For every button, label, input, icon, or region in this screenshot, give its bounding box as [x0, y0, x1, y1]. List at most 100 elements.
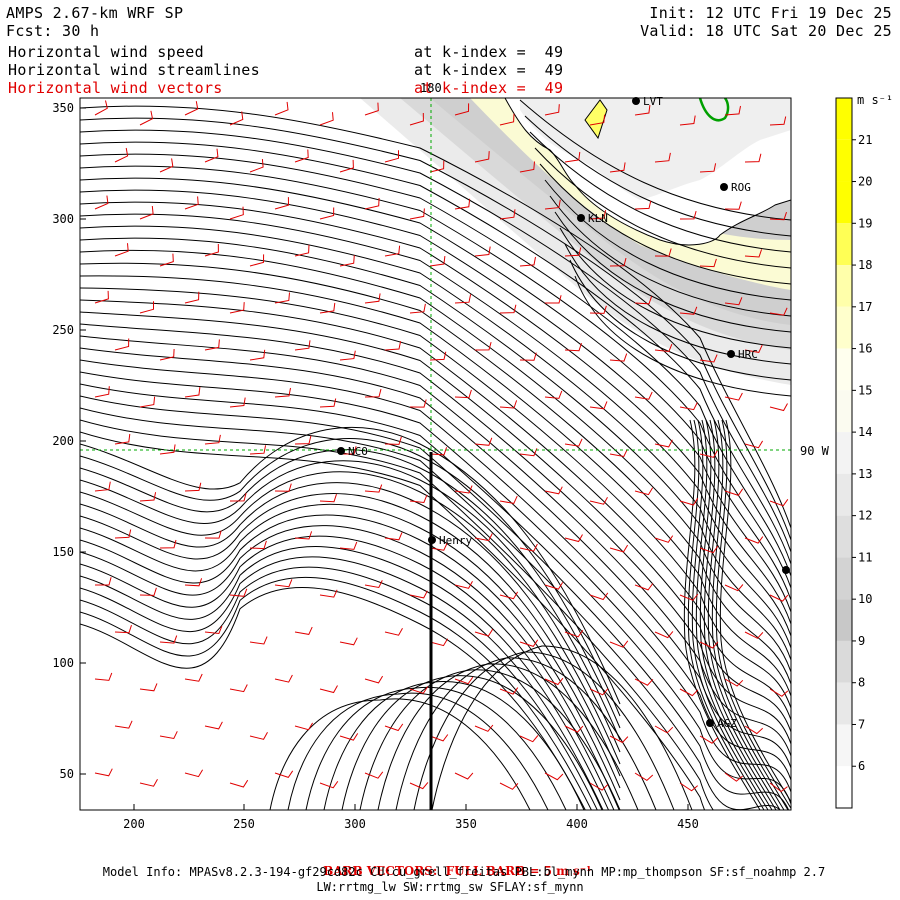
wind-barb: [564, 438, 583, 447]
wind-barb: [384, 723, 404, 732]
streamline: [524, 115, 791, 237]
wind-barb: [364, 771, 384, 779]
wind-barb: [609, 353, 628, 362]
wind-barb: [454, 485, 473, 494]
streamline: [719, 419, 791, 803]
streamline: [80, 105, 791, 529]
streamline: [80, 556, 604, 810]
wind-barb: [94, 768, 113, 777]
streamline: [80, 371, 791, 793]
wind-barb: [429, 447, 448, 456]
wind-barb: [139, 587, 157, 596]
streamline: [287, 692, 549, 810]
wind-barb: [114, 243, 129, 257]
wind-barb: [274, 674, 293, 683]
wind-barb: [409, 494, 428, 504]
station-label: HRC: [738, 348, 758, 361]
wind-barb: [429, 160, 445, 173]
wind-barb: [499, 209, 516, 220]
colorbar-swatch: [836, 223, 852, 266]
wind-barb: [634, 678, 654, 686]
wind-barb: [204, 530, 222, 539]
colorbar-label: 11: [858, 550, 872, 564]
streamline: [711, 419, 789, 810]
x-tick-label: 450: [677, 817, 699, 831]
station-label: AGZ: [717, 717, 737, 730]
wind-barb: [474, 628, 494, 637]
wind-barb: [409, 208, 425, 220]
wind-barb: [609, 257, 627, 267]
station-marker: [337, 447, 345, 455]
wind-barb: [654, 725, 674, 734]
streamline: [574, 275, 791, 397]
streamline: [323, 681, 585, 810]
colorbar-swatch: [836, 766, 852, 808]
wind-barb: [384, 245, 401, 257]
wind-barb: [769, 499, 789, 507]
wind-barb: [454, 676, 474, 685]
wind-barb: [340, 446, 357, 455]
wind-barb: [724, 772, 743, 782]
station-label: KLN: [588, 212, 608, 225]
wind-barb: [204, 721, 223, 730]
wind-barb: [429, 734, 449, 742]
streamline: [80, 438, 621, 717]
wind-barb: [564, 630, 584, 638]
field-level-streamlines: at k-index = 49: [414, 61, 564, 79]
wind-barb: [274, 387, 291, 398]
streamline: [559, 227, 791, 349]
wind-barb: [589, 305, 607, 314]
model-title: AMPS 2.67-km WRF SP: [6, 4, 184, 22]
valid-time: Valid: 18 UTC Sat 20 Dec 25: [640, 22, 892, 40]
streamline: [529, 131, 791, 253]
wind-barb: [95, 577, 112, 586]
wind-barb: [545, 295, 562, 304]
colorbar-swatch: [836, 640, 852, 683]
forecast-hours: 30 h: [62, 22, 100, 40]
streamline: [549, 195, 791, 317]
wind-barb: [94, 672, 113, 681]
streamline: [359, 669, 621, 810]
colorbar-label: 21: [858, 133, 872, 147]
wind-barb: [544, 582, 564, 590]
wind-barb: [204, 243, 219, 257]
wind-barb: [319, 207, 335, 220]
colorbar-label: 15: [858, 383, 872, 397]
wind-barb: [679, 688, 699, 697]
wind-barb: [544, 772, 564, 781]
wind-barb: [499, 495, 518, 504]
wind-barb: [384, 436, 402, 445]
wind-barb: [409, 782, 429, 790]
wind-barb: [249, 540, 267, 550]
streamline: [80, 493, 621, 777]
wind-barb: [699, 258, 717, 268]
wind-barb: [339, 637, 358, 646]
wind-barb: [474, 533, 493, 542]
wind-barb: [114, 720, 133, 729]
wind-barb: [94, 290, 109, 304]
wind-barb: [724, 297, 743, 306]
wind-barb: [589, 210, 607, 220]
wind-barb: [409, 686, 429, 694]
colorbar-label: 10: [858, 592, 872, 606]
wind-barb: [294, 149, 309, 163]
wind-barb: [204, 339, 220, 351]
wind-barb: [294, 626, 313, 635]
wind-barb: [744, 440, 764, 449]
colorbar-label: 6: [858, 759, 865, 773]
wind-barb: [319, 302, 336, 314]
y-tick-label: 250: [52, 323, 74, 337]
wind-barb: [454, 198, 471, 210]
streamline: [695, 419, 773, 810]
wind-barb: [94, 100, 108, 116]
wind-barb: [609, 544, 629, 553]
wind-barb: [544, 677, 564, 686]
station-marker: [632, 97, 640, 105]
streamline: [80, 141, 791, 565]
wind-barb: [249, 732, 268, 740]
wind-barb: [654, 343, 673, 353]
wind-barb: [364, 388, 382, 398]
wind-barb: [724, 392, 743, 401]
wind-barb: [94, 386, 110, 398]
wind-barb: [589, 114, 606, 126]
